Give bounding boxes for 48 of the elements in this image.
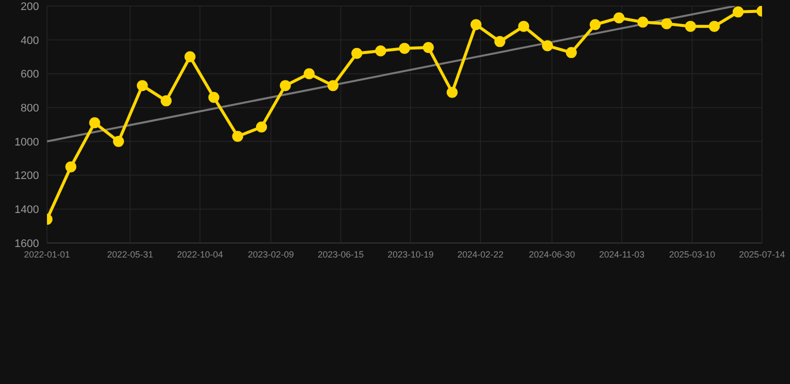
point (160, 95, 172, 106)
y-tick-label: 600 (20, 68, 39, 81)
y-tick-label: 800 (20, 102, 39, 114)
point (208, 92, 220, 103)
point (566, 47, 577, 58)
y-tick-label: 400 (20, 34, 39, 47)
x-tick-label: 2022-05-31 (107, 249, 154, 260)
point (136, 80, 148, 92)
point (518, 20, 530, 32)
x-tick-label: 2025-03-10 (669, 249, 716, 260)
point (685, 20, 696, 32)
y-tick-label: 1400 (14, 204, 39, 216)
y-tick-label: 1200 (14, 170, 39, 182)
point (708, 20, 720, 32)
point (399, 42, 410, 54)
x-tick-label: 2023-06-15 (318, 249, 364, 260)
point (280, 80, 291, 92)
y-tick-label: 1000 (14, 136, 39, 148)
x-tick-label: 2024-06-30 (528, 249, 575, 260)
point (661, 18, 672, 30)
point (89, 117, 100, 128)
point (351, 48, 362, 59)
point (65, 161, 76, 172)
point (256, 122, 267, 133)
x-tick-label: 2023-10-19 (388, 249, 434, 260)
point (422, 42, 434, 53)
point (328, 80, 338, 92)
point (375, 45, 386, 56)
y-tick-label: 1600 (14, 238, 39, 250)
point (732, 6, 744, 18)
point (590, 19, 601, 30)
point (542, 40, 553, 52)
point (470, 19, 482, 30)
point (494, 36, 506, 48)
y-tick-label: 200 (20, 0, 39, 13)
x-tick-label: 2022-01-01 (24, 249, 70, 260)
x-tick-label: 2024-11-03 (599, 249, 644, 260)
point (232, 130, 244, 142)
x-tick-label: 2023-02-09 (248, 249, 294, 260)
point (113, 136, 124, 147)
point (304, 68, 315, 80)
x-tick-label: 2024-02-22 (457, 249, 504, 260)
x-tick-label: 2022-10-04 (176, 249, 223, 260)
point (446, 86, 458, 98)
x-tick-label: 2025-07-14 (738, 249, 786, 260)
point (184, 51, 196, 62)
point (637, 16, 648, 28)
point (614, 12, 624, 24)
